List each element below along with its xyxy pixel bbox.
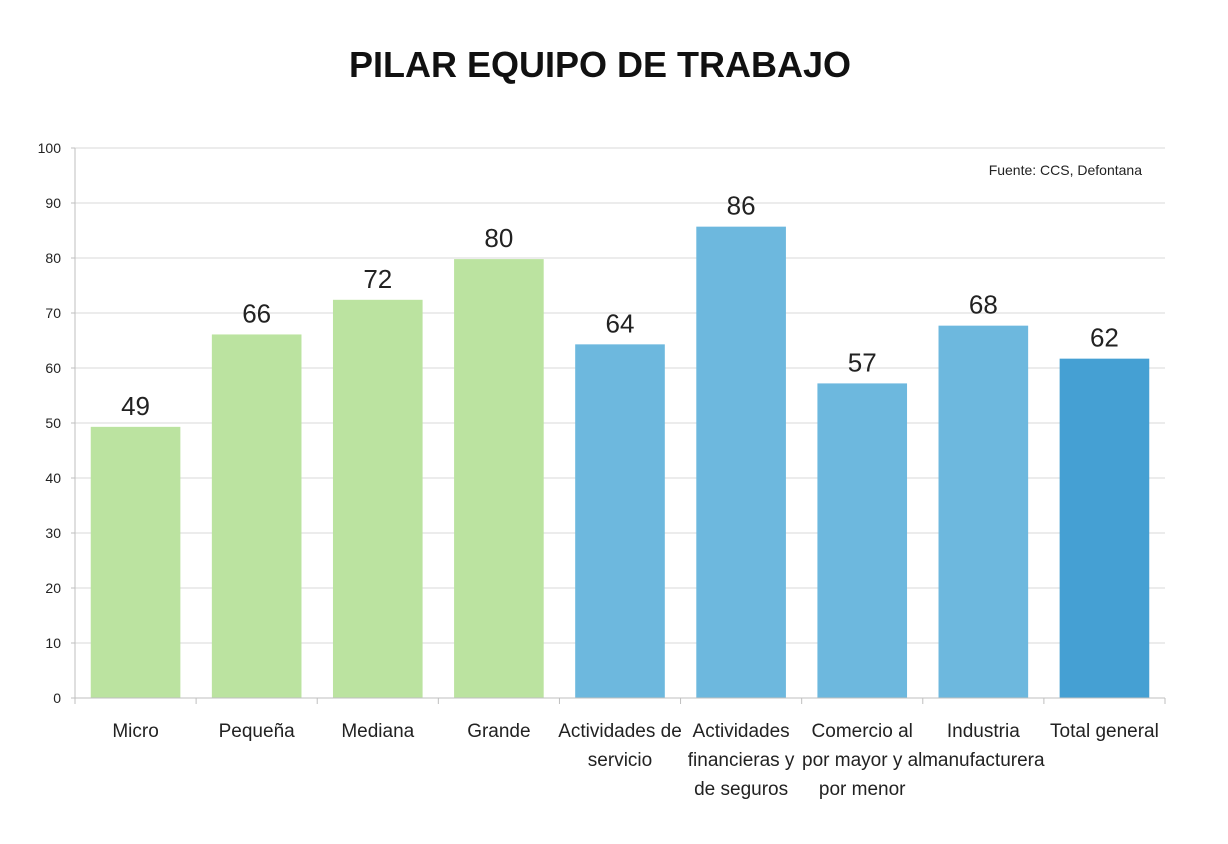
category-label: Actividades	[693, 721, 790, 742]
y-tick-label: 10	[45, 635, 61, 651]
x-axis	[74, 148, 1166, 704]
data-label: 57	[848, 347, 877, 377]
data-label: 49	[121, 391, 150, 421]
category-label: manufacturera	[922, 750, 1045, 771]
chart-title: PILAR EQUIPO DE TRABAJO	[349, 44, 851, 85]
y-tick-label: 70	[45, 305, 61, 321]
category-label: Micro	[112, 721, 158, 742]
y-tick-label: 90	[45, 195, 61, 211]
y-tick-label: 60	[45, 360, 61, 376]
category-label: Actividades de	[558, 721, 682, 742]
category-label: por menor	[819, 779, 906, 800]
category-label: Industria	[947, 721, 1020, 742]
category-label: servicio	[588, 750, 652, 771]
category-label: Pequeña	[219, 721, 296, 742]
category-label: financieras y	[688, 750, 795, 771]
bar	[211, 334, 302, 698]
category-label: Total general	[1050, 721, 1159, 742]
y-tick-label: 0	[53, 690, 61, 706]
y-tick-label: 20	[45, 580, 61, 596]
category-label: de seguros	[694, 779, 788, 800]
bar	[817, 383, 908, 698]
source-note: Fuente: CCS, Defontana	[989, 162, 1143, 178]
data-label: 72	[363, 264, 392, 294]
y-tick-label: 30	[45, 525, 61, 541]
bar	[696, 226, 786, 698]
category-label: Comercio al	[812, 721, 913, 742]
y-tick-label: 50	[45, 415, 61, 431]
data-label: 62	[1090, 323, 1119, 353]
bars	[90, 226, 1150, 698]
data-label: 80	[484, 223, 513, 253]
bar	[454, 259, 544, 698]
y-axis: 0 10 20 30 40 50 60 70 80 90 100	[38, 140, 75, 706]
bar	[1059, 358, 1150, 698]
category-labels: Micro Pequeña Mediana Grande Actividades de s…	[112, 721, 1159, 800]
data-label: 64	[606, 308, 635, 338]
y-tick-label: 80	[45, 250, 61, 266]
data-label: 66	[242, 298, 271, 328]
bar	[90, 426, 181, 698]
category-label: Grande	[467, 721, 530, 742]
data-labels: 49 66 72 80 64 86 57 68 62	[121, 191, 1119, 421]
category-label: por mayor y al	[802, 750, 922, 771]
y-tick-label: 40	[45, 470, 61, 486]
y-tick-label: 100	[38, 140, 62, 156]
category-label: Mediana	[341, 721, 414, 742]
bar	[575, 344, 665, 698]
data-label: 68	[969, 290, 998, 320]
bar	[332, 299, 423, 698]
data-label: 86	[727, 191, 756, 221]
bar	[938, 325, 1029, 698]
